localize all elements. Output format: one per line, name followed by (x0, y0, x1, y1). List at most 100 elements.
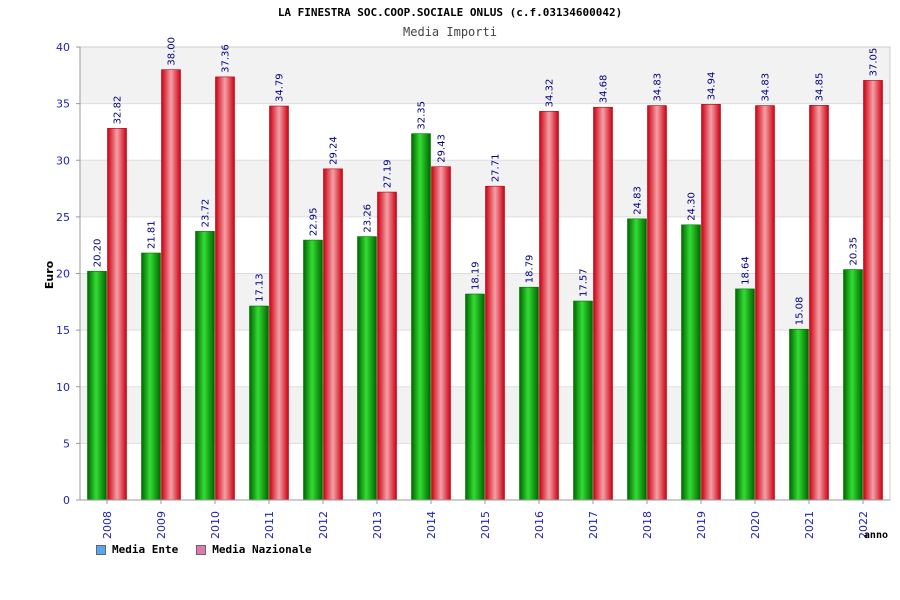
x-tick-label: 2011 (263, 511, 276, 539)
legend-label-nazionale: Media Nazionale (212, 543, 312, 556)
data-label: 32.35 (417, 101, 428, 130)
bar-media-nazionale[interactable] (863, 80, 883, 501)
y-tick-label: 25 (56, 211, 70, 224)
bar-media-ente[interactable] (195, 231, 215, 501)
bar-media-ente[interactable] (465, 293, 485, 501)
bar-media-ente[interactable] (357, 236, 377, 501)
grid-band (80, 273, 890, 331)
chart-title: LA FINESTRA SOC.COOP.SOCIALE ONLUS (c.f.… (277, 6, 623, 19)
data-label: 22.95 (309, 207, 320, 236)
legend-swatch-nazionale (196, 544, 207, 555)
data-label: 18.79 (525, 255, 536, 284)
legend-label-ente: Media Ente (112, 543, 179, 556)
bar-media-ente[interactable] (681, 224, 701, 501)
data-label: 38.00 (167, 37, 178, 66)
chart-subtitle: Media Importi (403, 25, 497, 39)
data-label: 34.68 (599, 75, 610, 104)
y-tick-label: 20 (56, 268, 70, 281)
data-label: 24.83 (633, 186, 644, 215)
bar-media-ente[interactable] (519, 286, 539, 501)
bar-media-nazionale[interactable] (809, 105, 829, 501)
data-label: 17.13 (255, 273, 266, 302)
y-tick-label: 15 (56, 324, 70, 337)
x-tick-label: 2018 (641, 511, 654, 539)
bar-media-nazionale[interactable] (269, 105, 289, 501)
y-tick-label: 35 (56, 98, 70, 111)
bar-media-nazionale[interactable] (647, 105, 667, 501)
bar-media-ente[interactable] (249, 305, 269, 501)
x-tick-label: 2016 (533, 511, 546, 539)
data-label: 37.05 (869, 48, 880, 77)
bar-media-nazionale[interactable] (485, 185, 505, 501)
data-label: 17.57 (579, 268, 590, 297)
data-label: 37.36 (221, 44, 232, 73)
x-tick-label: 2013 (371, 511, 384, 539)
data-label: 34.83 (653, 73, 664, 102)
data-label: 32.82 (113, 96, 124, 125)
x-tick-label: 2022 (857, 511, 870, 539)
x-tick-label: 2017 (587, 511, 600, 539)
bar-media-nazionale[interactable] (215, 76, 235, 501)
data-label: 20.20 (93, 239, 104, 268)
data-label: 21.81 (147, 220, 158, 249)
data-label: 34.32 (545, 79, 556, 108)
bar-media-nazionale[interactable] (431, 166, 451, 501)
y-tick-label: 5 (63, 437, 70, 450)
data-label: 23.72 (201, 199, 212, 228)
data-label: 34.83 (761, 73, 772, 102)
bar-media-ente[interactable] (735, 288, 755, 501)
bar-media-nazionale[interactable] (161, 69, 181, 501)
data-label: 29.43 (437, 134, 448, 163)
x-axis-label: anno (864, 530, 888, 541)
y-tick-label: 30 (56, 154, 70, 167)
y-tick-label: 0 (63, 494, 70, 507)
bar-media-ente[interactable] (843, 269, 863, 501)
data-label: 29.24 (329, 136, 340, 165)
y-axis-label: Euro (43, 260, 56, 289)
grid-band (80, 386, 890, 444)
x-tick-label: 2009 (155, 511, 168, 539)
bar-media-nazionale[interactable] (755, 105, 775, 501)
bar-media-ente[interactable] (87, 270, 107, 501)
grid-band (80, 160, 890, 217)
data-label: 23.26 (363, 204, 374, 233)
data-label: 34.85 (815, 73, 826, 102)
bar-media-nazionale[interactable] (539, 111, 559, 501)
data-label: 27.71 (491, 154, 502, 183)
bar-media-ente[interactable] (141, 252, 161, 501)
bar-media-nazionale[interactable] (701, 104, 721, 501)
grid-band (80, 47, 890, 104)
legend-item-ente[interactable]: Media Ente (96, 543, 178, 556)
x-tick-label: 2010 (209, 511, 222, 539)
bar-media-nazionale[interactable] (107, 128, 127, 501)
bar-media-nazionale[interactable] (593, 106, 613, 501)
bar-media-ente[interactable] (789, 328, 809, 501)
bar-media-nazionale[interactable] (377, 191, 397, 501)
x-tick-label: 2014 (425, 511, 438, 539)
data-label: 15.08 (795, 297, 806, 326)
bar-media-ente[interactable] (627, 218, 647, 501)
data-label: 34.79 (275, 73, 286, 102)
legend-item-nazionale[interactable]: Media Nazionale (196, 543, 312, 556)
bar-media-ente[interactable] (303, 239, 323, 501)
x-tick-label: 2019 (695, 511, 708, 539)
data-label: 18.64 (741, 256, 752, 285)
x-tick-label: 2012 (317, 511, 330, 539)
y-tick-label: 10 (56, 381, 70, 394)
x-tick-label: 2008 (101, 511, 114, 539)
x-tick-label: 2021 (803, 511, 816, 539)
y-tick-label: 40 (56, 41, 70, 54)
data-label: 34.94 (707, 72, 718, 101)
x-tick-label: 2020 (749, 511, 762, 539)
data-label: 18.19 (471, 261, 482, 290)
legend-swatch-ente (96, 544, 106, 555)
data-label: 24.30 (687, 192, 698, 221)
chart-legend: Media Ente Media Nazionale (96, 543, 312, 556)
data-label: 27.19 (383, 159, 394, 188)
x-tick-label: 2015 (479, 511, 492, 539)
bar-media-ente[interactable] (411, 133, 431, 501)
data-label: 20.35 (849, 237, 860, 266)
bar-media-ente[interactable] (573, 300, 593, 501)
bar-media-nazionale[interactable] (323, 168, 343, 501)
